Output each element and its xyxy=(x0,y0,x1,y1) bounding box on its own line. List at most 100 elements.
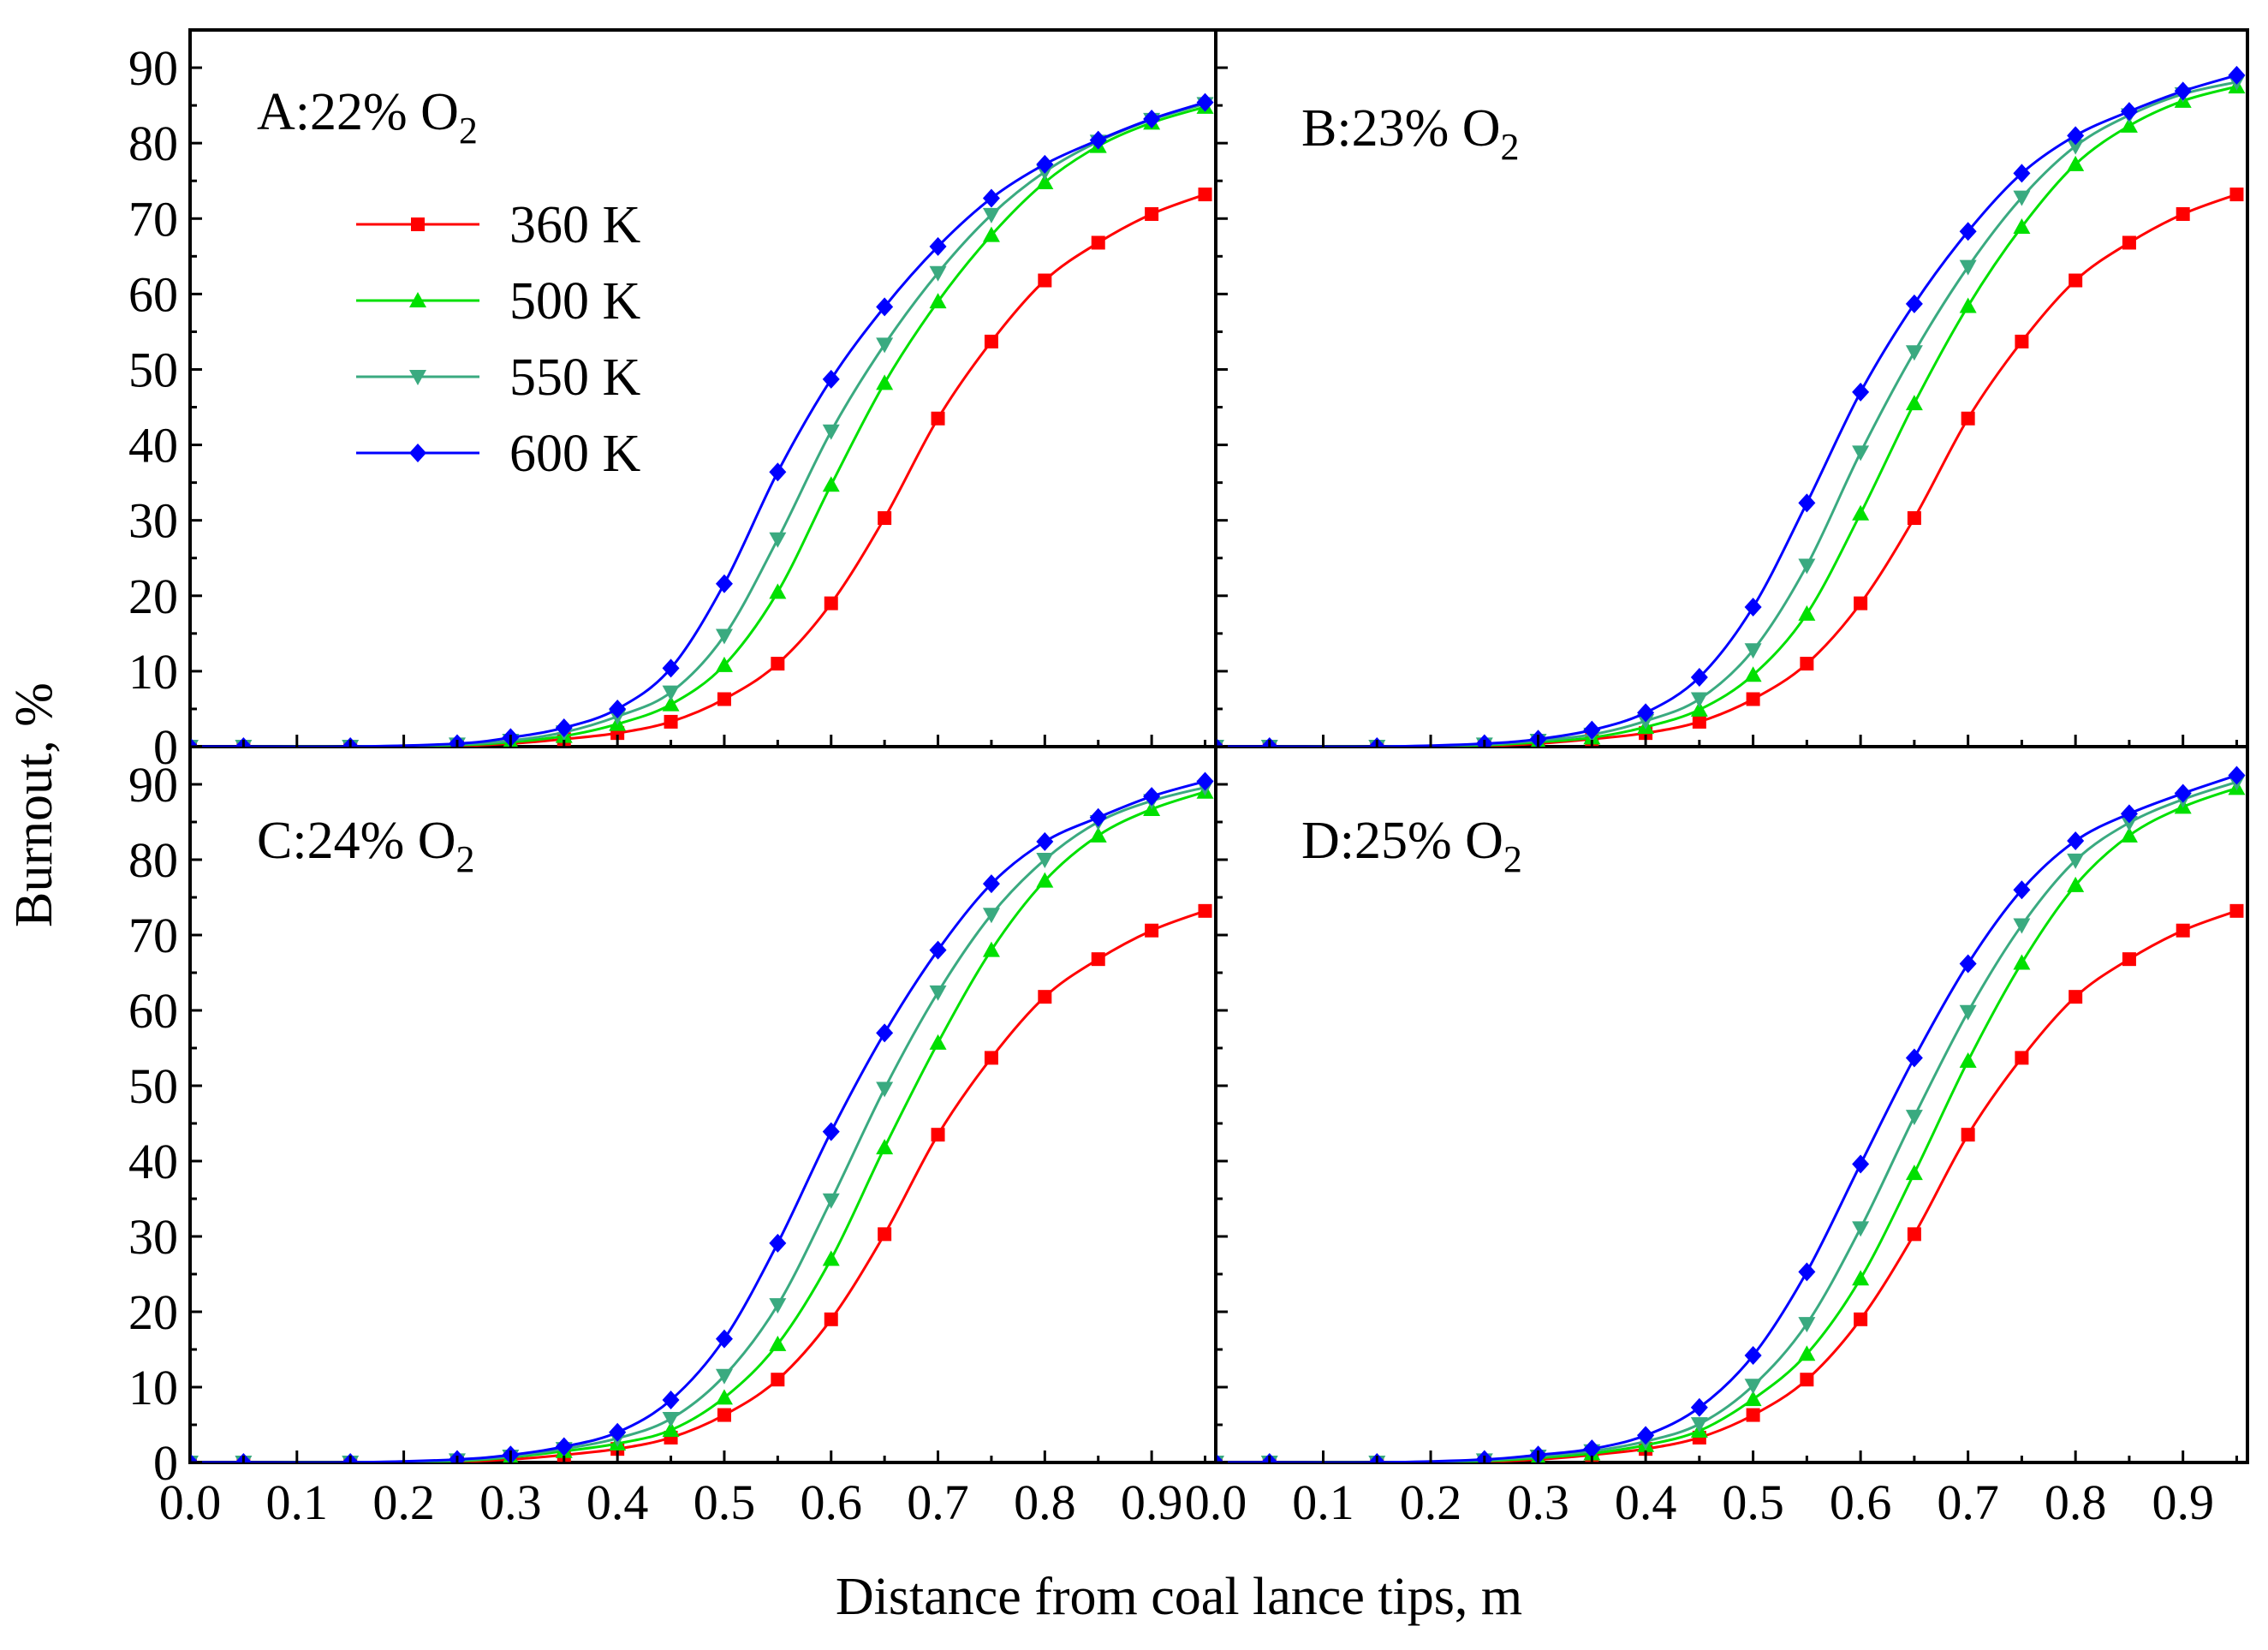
panel-a-series-550k-point-11 xyxy=(876,337,894,354)
panel-c-series-550k-point-11 xyxy=(876,1081,894,1098)
panel-b-series-360k-point-8 xyxy=(1746,692,1760,706)
panel-b-series-600k-line xyxy=(1216,74,2237,747)
panel-b-series-360k-point-12 xyxy=(1961,411,1975,426)
panel-b-series-600k-point-11 xyxy=(1905,294,1923,313)
panel-labels: A:22% O2 B:23% O2C:24% O2 D:25% O2 xyxy=(257,83,1522,880)
panel-b-series-500k-point-8 xyxy=(1744,666,1762,682)
panel-c-series-550k-point-14 xyxy=(1036,853,1054,868)
panel-d-xtick-label-2: 0.2 xyxy=(1400,1474,1462,1530)
panel-c-series-550k-line xyxy=(190,786,1205,1462)
panel-d-xtick-label-5: 0.5 xyxy=(1722,1474,1784,1530)
panel-c-series-360k-point-9 xyxy=(771,1373,785,1387)
panel-c-series-360k-point-13 xyxy=(984,1051,998,1065)
panel-c-series-500k-point-13 xyxy=(982,941,1000,957)
panel-d-series-600k-point-7 xyxy=(1690,1397,1708,1417)
panel-a-series-550k-point-10 xyxy=(822,424,840,440)
panel-c-ytick-label-3: 30 xyxy=(128,1209,178,1265)
panel-c-xtick-label-6: 0.6 xyxy=(801,1474,863,1530)
panel-d-series-360k-point-9 xyxy=(1800,1373,1814,1387)
panel-d-series-600k-point-5 xyxy=(1583,1439,1601,1459)
panel-d-series-500k-point-12 xyxy=(1959,1051,1977,1068)
panel-a-ytick-label-9: 90 xyxy=(128,40,178,96)
panel-d-series-600k-point-16 xyxy=(2174,783,2192,803)
panel-a-series-600k-point-15 xyxy=(1089,130,1107,150)
panel-b-series-360k-point-14 xyxy=(2069,273,2083,288)
panel-a-series-360k-point-11 xyxy=(878,511,892,526)
panel-a-series-600k-point-8 xyxy=(715,574,733,593)
legend-label-500k: 500 K xyxy=(509,272,641,331)
panel-b-series-360k-point-9 xyxy=(1800,657,1814,671)
panel-d-series-500k-point-14 xyxy=(2067,876,2085,892)
panel-c-ytick-label-1: 10 xyxy=(128,1360,178,1415)
panel-c-series-360k-point-11 xyxy=(878,1227,892,1242)
panel-c-xtick-label-1: 0.1 xyxy=(266,1474,329,1530)
panel-c-series-600k-point-13 xyxy=(982,874,1000,894)
panel-b-plot xyxy=(1216,65,2246,747)
panel-a-series-360k-point-12 xyxy=(931,411,945,426)
panel-c-ytick-label-7: 70 xyxy=(128,908,178,963)
panel-a-series-600k-point-16 xyxy=(1143,109,1161,128)
panel-b-series-360k-point-13 xyxy=(2015,334,2029,348)
panel-a-series-360k-point-7 xyxy=(664,714,678,729)
panel-b-label: B:23% O2 xyxy=(1301,99,1520,168)
panel-c-series-600k-point-16 xyxy=(1143,787,1161,807)
panel-d-series-600k-point-11 xyxy=(1905,1048,1923,1068)
panel-d-series-600k-point-13 xyxy=(2013,880,2031,900)
panel-c-ytick-label-4: 40 xyxy=(128,1134,178,1189)
panel-a-ytick-label-0: 0 xyxy=(153,719,178,775)
panel-b-series-600k-point-13 xyxy=(2013,164,2031,183)
panel-b-series-500k-point-11 xyxy=(1905,395,1923,411)
panel-a-ytick-label-3: 30 xyxy=(128,493,178,549)
legend-label-550k: 550 K xyxy=(509,348,641,407)
panel-d-series-550k-point-10 xyxy=(1852,1221,1870,1237)
panel-b-series-360k-point-11 xyxy=(1907,511,1921,526)
panel-c-series-600k-point-14 xyxy=(1036,831,1054,851)
panel-a-ytick-label-8: 80 xyxy=(128,116,178,171)
panel-c-xtick-label-7: 0.7 xyxy=(907,1474,969,1530)
panel-a-series-500k-point-8 xyxy=(715,656,733,672)
panel-d-series-550k-point-7 xyxy=(1690,1417,1708,1433)
panel-a-series-500k-point-14 xyxy=(1036,173,1054,189)
panel-a-label-main: A:22% O xyxy=(257,83,459,141)
panel-a-ytick-label-4: 40 xyxy=(128,418,178,474)
panel-b-series-600k-point-17 xyxy=(2228,65,2246,85)
panel-b-series-360k-line xyxy=(1216,193,2237,747)
panel-a-series-600k-point-14 xyxy=(1036,154,1054,174)
panel-c-xtick-label-2: 0.2 xyxy=(372,1474,435,1530)
panel-d-series-360k-point-12 xyxy=(1961,1128,1975,1142)
panel-a-series-500k-point-10 xyxy=(822,476,840,492)
panel-a-series-550k-point-9 xyxy=(769,532,787,548)
panel-b-label-main: B:23% O xyxy=(1301,99,1501,158)
panel-c-series-360k-point-12 xyxy=(931,1128,945,1142)
panel-d-xtick-label-9: 0.9 xyxy=(2152,1474,2214,1530)
panel-d-label: D:25% O2 xyxy=(1301,812,1522,880)
panel-c-series-500k-line xyxy=(190,790,1205,1462)
panel-b-series-500k-point-13 xyxy=(2013,217,2031,234)
panel-a-ytick-label-6: 60 xyxy=(128,266,178,322)
panel-a-series-550k-point-8 xyxy=(715,628,733,645)
panel-c-xtick-label-8: 0.8 xyxy=(1014,1474,1076,1530)
legend-label-600k: 600 K xyxy=(509,425,641,483)
panel-d-series-500k-point-13 xyxy=(2013,954,2031,970)
panel-a-series-360k-point-13 xyxy=(984,334,998,348)
panel-c-xtick-label-4: 0.4 xyxy=(586,1474,649,1530)
panel-d-series-600k-point-10 xyxy=(1852,1154,1870,1174)
panel-a-plot xyxy=(190,92,1214,747)
panel-b-series-360k-point-7 xyxy=(1692,714,1706,729)
panel-d-xtick-label-0: 0.0 xyxy=(1185,1474,1247,1530)
panel-d-series-550k-point-15 xyxy=(2120,815,2138,831)
panel-a-series-360k-point-15 xyxy=(1091,235,1105,250)
legend: 360 K 500 K 550 K 600 K xyxy=(356,196,641,483)
panel-d-series-360k-point-13 xyxy=(2015,1051,2029,1065)
panel-d-series-360k-point-11 xyxy=(1907,1227,1921,1242)
panel-b-series-550k-point-14 xyxy=(2067,139,2085,155)
legend-marker-550k xyxy=(409,370,426,385)
panel-c-series-550k-point-8 xyxy=(715,1368,733,1385)
panel-d-series-600k-point-14 xyxy=(2067,831,2085,850)
panel-a-series-550k-point-12 xyxy=(929,265,947,282)
panel-d-frame xyxy=(1214,745,2249,1464)
panel-c-series-500k-point-8 xyxy=(715,1389,733,1405)
panel-d-series-600k-line xyxy=(1216,774,2237,1462)
panel-c-series-360k-point-15 xyxy=(1091,952,1105,967)
